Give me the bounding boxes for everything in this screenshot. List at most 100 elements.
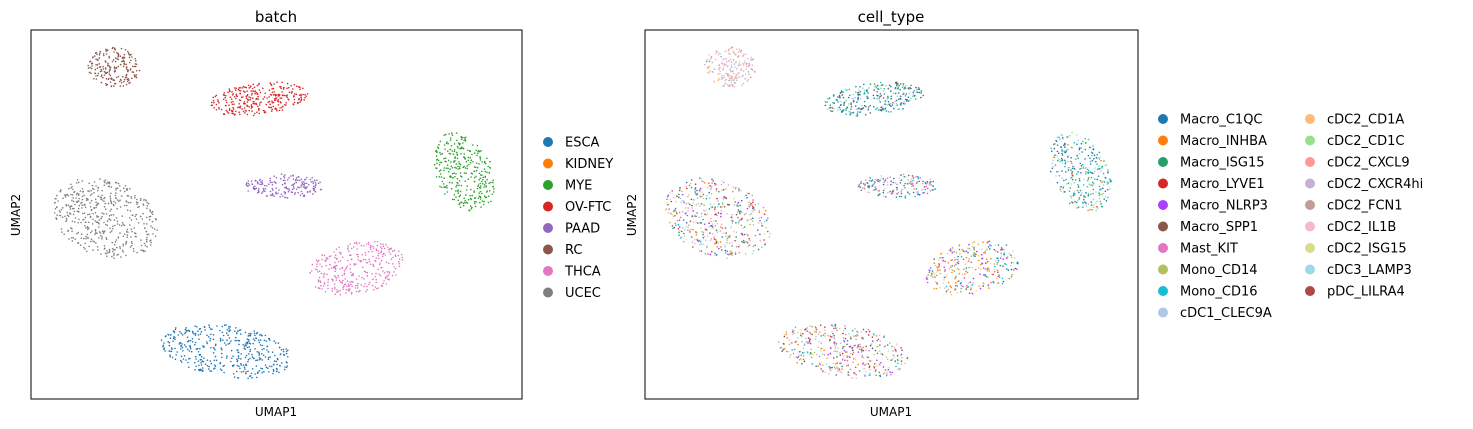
- data-point: [1050, 147, 1052, 150]
- data-point: [747, 71, 750, 73]
- data-point: [934, 276, 936, 278]
- data-point: [467, 178, 470, 180]
- data-point: [101, 212, 103, 214]
- data-point: [271, 187, 274, 190]
- data-point: [382, 270, 384, 272]
- data-point: [327, 281, 329, 284]
- data-point: [984, 268, 987, 270]
- data-point: [699, 243, 701, 246]
- data-point: [451, 182, 454, 184]
- data-point: [486, 157, 488, 160]
- data-point: [926, 180, 929, 183]
- data-point: [443, 167, 446, 169]
- data-point: [798, 359, 801, 361]
- data-point: [887, 87, 890, 90]
- data-point: [945, 290, 948, 293]
- data-point: [836, 99, 839, 101]
- data-point: [67, 194, 70, 197]
- data-point: [1078, 148, 1081, 151]
- data-point: [852, 357, 855, 360]
- data-point: [214, 349, 216, 351]
- data-point: [253, 330, 255, 332]
- data-point: [240, 364, 243, 366]
- data-point: [879, 340, 881, 342]
- data-point: [939, 286, 941, 289]
- data-point: [127, 201, 130, 204]
- legend-label: RC: [565, 243, 582, 258]
- data-point: [249, 350, 251, 353]
- data-point: [846, 355, 848, 357]
- data-point: [250, 180, 253, 182]
- data-point: [186, 336, 189, 339]
- data-point: [129, 61, 131, 64]
- data-point: [456, 145, 459, 148]
- data-point: [719, 230, 722, 232]
- data-point: [768, 236, 771, 238]
- data-point: [741, 240, 743, 243]
- data-point: [826, 101, 829, 103]
- data-point: [987, 246, 990, 248]
- data-point: [91, 62, 93, 64]
- data-point: [250, 372, 253, 375]
- data-point: [746, 219, 749, 221]
- legend-label: UCEC: [565, 286, 601, 301]
- data-point: [889, 102, 892, 105]
- data-point: [123, 190, 126, 193]
- data-point: [678, 231, 680, 234]
- data-point: [1076, 143, 1078, 146]
- data-point: [327, 278, 330, 281]
- data-point: [848, 346, 851, 348]
- data-point: [1061, 177, 1063, 180]
- data-point: [225, 332, 228, 334]
- data-point: [167, 334, 170, 336]
- data-point: [692, 199, 695, 202]
- data-point: [968, 266, 970, 269]
- data-point: [298, 176, 300, 178]
- legend-label: Macro_LYVE1: [1180, 177, 1265, 192]
- data-point: [900, 192, 903, 195]
- data-point: [104, 181, 106, 184]
- data-point: [268, 371, 270, 373]
- data-point: [243, 101, 246, 103]
- data-point: [751, 194, 753, 197]
- data-point: [245, 344, 247, 347]
- data-point: [888, 191, 891, 194]
- data-point: [711, 225, 713, 227]
- data-point: [1010, 256, 1013, 259]
- data-point: [728, 60, 730, 63]
- data-point: [749, 223, 751, 226]
- data-point: [882, 183, 885, 186]
- data-point: [211, 104, 214, 107]
- data-point: [715, 188, 718, 190]
- data-point: [819, 363, 821, 366]
- data-point: [350, 291, 353, 294]
- data-point: [369, 263, 372, 266]
- data-point: [331, 290, 334, 292]
- data-point: [309, 271, 312, 274]
- data-point: [683, 232, 685, 235]
- data-point: [818, 331, 821, 333]
- data-point: [876, 84, 879, 87]
- data-point: [257, 98, 260, 101]
- data-point: [185, 327, 187, 329]
- data-point: [1087, 203, 1090, 205]
- data-point: [439, 161, 441, 164]
- data-point: [953, 265, 956, 267]
- data-point: [186, 348, 189, 351]
- data-point: [1090, 204, 1093, 206]
- data-point: [163, 348, 165, 351]
- data-point: [724, 246, 726, 248]
- data-point: [116, 223, 119, 225]
- data-point: [70, 193, 72, 196]
- data-point: [750, 213, 752, 215]
- data-point: [681, 193, 684, 196]
- data-point: [928, 269, 931, 272]
- data-point: [135, 213, 137, 216]
- legend-label: cDC2_IL1B: [1327, 220, 1396, 235]
- data-point: [65, 205, 68, 207]
- data-point: [963, 277, 966, 279]
- data-point: [96, 232, 98, 235]
- data-point: [701, 191, 703, 193]
- data-point: [480, 185, 482, 187]
- data-point: [961, 273, 964, 276]
